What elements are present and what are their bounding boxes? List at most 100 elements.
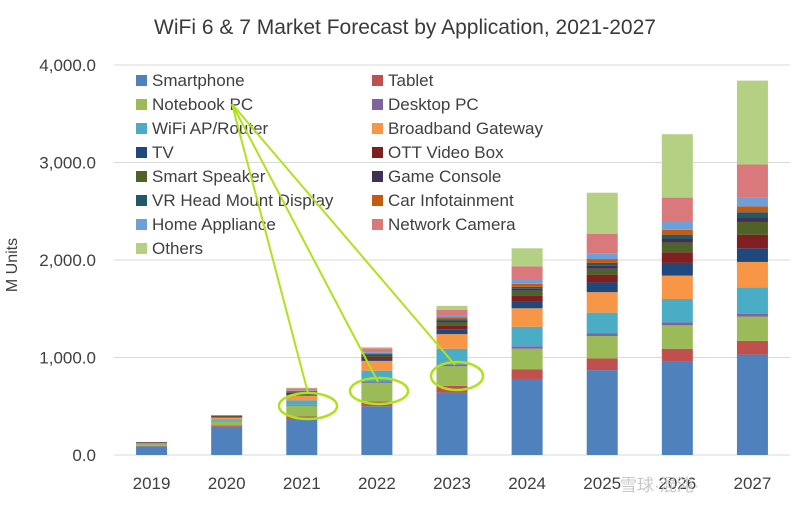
x-tick-label: 2023 [433, 474, 471, 493]
legend-label: VR Head Mount Display [152, 191, 334, 210]
bar-segment [361, 370, 393, 382]
watermark: 雪球·混沌· [620, 476, 699, 495]
legend-swatch [372, 75, 383, 86]
bar-segment [436, 320, 468, 323]
bar-segment [661, 238, 693, 243]
bar-segment [511, 286, 543, 289]
bar-segment [511, 266, 543, 280]
bar-segment [286, 388, 318, 391]
bar-segment [436, 325, 468, 330]
bar-segment [736, 80, 768, 165]
bar-segment [286, 418, 318, 455]
annotation-ellipse [348, 376, 410, 406]
y-tick-label: 2,000.0 [39, 251, 96, 270]
bar-segment [436, 317, 468, 320]
bar-segment [211, 420, 243, 422]
bar-segment [211, 416, 243, 418]
bar-segment [736, 212, 768, 218]
annotations [231, 103, 485, 421]
bar-segment [661, 325, 693, 349]
bar-segment [586, 253, 618, 260]
bar-segment [436, 315, 468, 318]
legend-label: Others [152, 239, 203, 258]
bar-segment [286, 391, 318, 393]
legend-swatch [136, 219, 147, 230]
bar-segment [586, 370, 618, 455]
bar-segment [361, 358, 393, 361]
bar-segment [586, 265, 618, 269]
bar-segment [361, 354, 393, 356]
bar-segment [586, 333, 618, 337]
bar-segment [286, 387, 318, 389]
bar-segment [511, 378, 543, 455]
legend-label: OTT Video Box [388, 143, 504, 162]
annotation-ellipse [277, 391, 339, 421]
bar-segment [361, 406, 393, 455]
bar-segment [586, 233, 618, 254]
bar-segment [736, 316, 768, 341]
bar-segment [436, 334, 468, 349]
y-tick-label: 4,000.0 [39, 56, 96, 75]
bar-segment [586, 274, 618, 283]
legend: Smartphone Tablet Notebook PC Desktop PC WiF… [136, 71, 543, 258]
bar-segment [211, 419, 243, 421]
bar-segment [736, 313, 768, 317]
x-tick-label: 2026 [658, 474, 696, 493]
legend-swatch [372, 123, 383, 134]
bar-segment [586, 358, 618, 371]
bar-segment [286, 391, 318, 392]
bar-segment [286, 395, 318, 401]
bar-segment [586, 262, 618, 266]
bar-segment [286, 400, 318, 405]
bar-segment [361, 347, 393, 349]
bar-segment [361, 348, 393, 353]
y-tick-label: 3,000.0 [39, 154, 96, 173]
bar-segment [211, 415, 243, 417]
bar-segment [511, 283, 543, 287]
x-tick-label: 2025 [583, 474, 621, 493]
y-axis-label: M Units [4, 238, 21, 292]
bar-segment [136, 446, 168, 455]
bar-segment [586, 268, 618, 275]
bar-segment [736, 340, 768, 355]
bar-segment [511, 348, 543, 370]
bar-segment [736, 234, 768, 249]
bar-segment [511, 295, 543, 302]
bar-segment [511, 279, 543, 284]
bar-segment [586, 259, 618, 263]
bar-segment [211, 426, 243, 455]
legend-swatch [136, 243, 147, 254]
chart-title: WiFi 6 & 7 Market Forecast by Applicatio… [154, 16, 656, 39]
bar-segment [436, 309, 468, 316]
legend-label: Notebook PC [152, 95, 253, 114]
bar-segment [736, 197, 768, 207]
bar-segment [511, 248, 543, 267]
bar-segment [736, 206, 768, 213]
legend-swatch [136, 123, 147, 134]
x-tick-label: 2022 [358, 474, 396, 493]
bar-segment [286, 390, 318, 391]
bar-segment [286, 394, 318, 396]
bar-segment [136, 442, 168, 443]
bar-segment [511, 326, 543, 347]
y-tick-label: 1,000.0 [39, 349, 96, 368]
bar-segment [436, 364, 468, 367]
legend-label: Smart Speaker [152, 167, 266, 186]
legend-label: Network Camera [388, 215, 516, 234]
bar-segment [361, 355, 393, 357]
bar-segment [586, 282, 618, 293]
bar-segment [736, 287, 768, 314]
y-tick-label: 0.0 [72, 446, 96, 465]
bar-segment [211, 421, 243, 426]
x-tick-label: 2019 [133, 474, 171, 493]
bar-segment [286, 390, 318, 392]
bar-segment [661, 229, 693, 235]
legend-swatch [136, 75, 147, 86]
bar-segment [286, 404, 318, 406]
bar-segment [436, 319, 468, 321]
bar-segment [136, 443, 168, 445]
legend-label: WiFi AP/Router [152, 119, 269, 138]
bar-segment [661, 197, 693, 222]
bar-segment [436, 305, 468, 310]
